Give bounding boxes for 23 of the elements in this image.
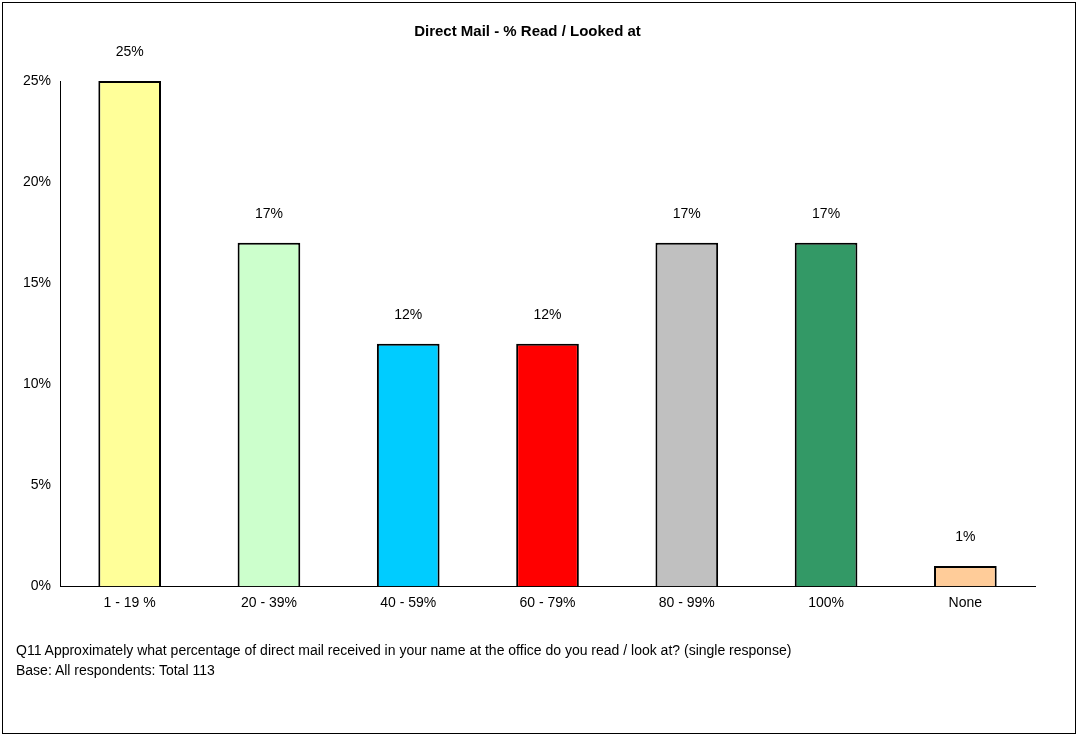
y-tick-label: 20% xyxy=(22,172,52,189)
text: Q11 Approximately what percentage of direct mail received in your name at the office do you read / look at? (single response) xyxy=(16,641,792,660)
data-label: 12% xyxy=(394,305,423,322)
y-tick-label: 10% xyxy=(22,374,52,391)
text: Base: All respondents: Total 113 xyxy=(16,661,216,680)
data-label: 12% xyxy=(533,305,562,322)
y-tick-label: 25% xyxy=(22,71,52,88)
data-label: 17% xyxy=(254,204,283,221)
x-tick-label: 1 - 19 % xyxy=(103,594,156,611)
data-label: 17% xyxy=(812,204,841,221)
chart-title: Direct Mail - % Read / Looked at xyxy=(414,22,641,40)
data-label: 1% xyxy=(955,527,976,544)
x-tick-label: 80 - 99% xyxy=(658,594,715,611)
x-tick-label: 40 - 59% xyxy=(380,594,437,611)
x-tick-label: None xyxy=(948,594,983,611)
x-tick-label: 20 - 39% xyxy=(240,594,297,611)
x-tick-label: 100% xyxy=(808,594,844,611)
data-label: 17% xyxy=(672,204,701,221)
y-tick-label: 15% xyxy=(22,273,52,290)
y-tick-label: 0% xyxy=(30,577,52,594)
data-label: 25% xyxy=(115,42,144,59)
x-tick-label: 60 - 79% xyxy=(519,594,576,611)
y-tick-label: 5% xyxy=(30,476,52,493)
